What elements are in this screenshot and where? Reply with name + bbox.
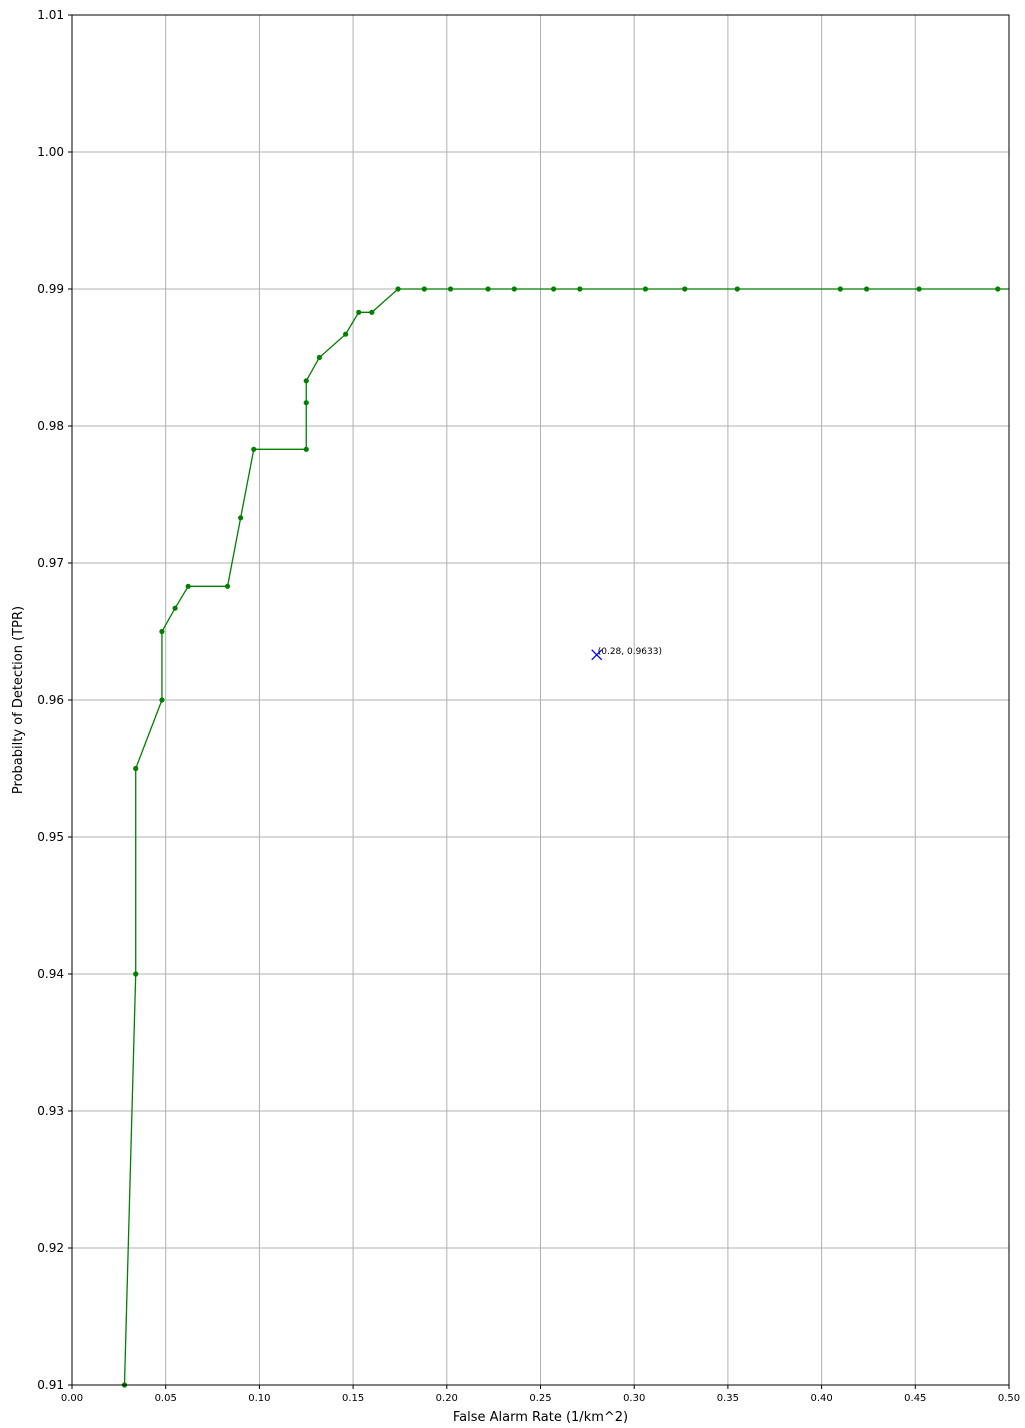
data-point [185,583,191,589]
y-tick-label: 0.98 [37,419,64,433]
x-tick-label: 0.45 [904,1393,926,1404]
data-point [303,446,309,452]
data-point [159,628,165,635]
data-point [356,309,362,315]
data-point [447,286,454,292]
data-point [916,286,922,292]
data-point [642,286,649,292]
data-point [343,331,349,337]
x-tick-label: 0.05 [155,1393,177,1404]
data-point [303,378,309,384]
data-point [316,354,322,361]
data-point [577,286,583,292]
x-tick-label: 0.20 [436,1393,458,1404]
x-tick-label: 0.30 [623,1393,645,1404]
x-tick-label: 0.15 [342,1393,364,1404]
data-point [133,971,139,977]
roc-series-line [123,288,1009,1386]
data-point [159,697,165,703]
data-point [251,446,257,452]
x-tick-label: 0.10 [248,1393,270,1404]
y-tick-label: 0.99 [37,282,64,296]
y-tick-label: 1.01 [37,8,64,22]
x-tick-label: 0.40 [810,1393,832,1404]
y-tick-label: 0.92 [37,1241,64,1255]
data-point [511,286,517,292]
roc-curve [123,288,1009,1386]
y-tick-label: 0.96 [37,693,64,707]
data-point [995,286,1001,292]
x-tick-label: 0.00 [61,1393,83,1404]
x-axis-ticks: 0.00 0.05 0.10 0.15 0.20 0.25 0.30 0.35 0.40 0.45… [61,1385,1020,1404]
data-point [238,515,244,521]
data-point [734,286,740,292]
x-axis-label: False Alarm Rate (1/km^2) [453,1410,628,1425]
data-point [837,286,843,292]
data-point [863,286,870,292]
highlight-label: (0.28, 0.9633) [598,647,662,657]
x-tick-label: 0.50 [998,1393,1020,1404]
data-point [551,286,557,292]
y-tick-label: 1.00 [37,145,64,159]
x-tick-label: 0.35 [717,1393,739,1404]
y-tick-label: 0.95 [37,830,64,844]
y-axis-label: Probabilty of Detection (TPR) [11,606,26,794]
data-point [682,286,688,292]
data-point [421,286,427,292]
y-tick-label: 0.93 [37,1104,64,1118]
y-tick-label: 0.94 [37,967,64,981]
data-point [485,286,491,292]
data-point [303,400,309,406]
data-point [369,309,375,315]
y-tick-label: 0.97 [37,556,64,570]
highlight-marker-stroke [591,649,603,661]
data-points [121,286,1001,1388]
data-point [224,583,231,589]
data-point [172,605,178,611]
highlight-marker-group: (0.28, 0.9633) [591,647,662,661]
data-point [133,765,139,772]
y-axis-ticks: 0.91 0.92 0.93 0.94 0.95 0.96 0.97 0.98 0.99 1.00… [37,8,72,1392]
data-point [395,286,401,292]
y-tick-label: 0.91 [37,1378,64,1392]
x-tick-label: 0.25 [529,1393,551,1404]
